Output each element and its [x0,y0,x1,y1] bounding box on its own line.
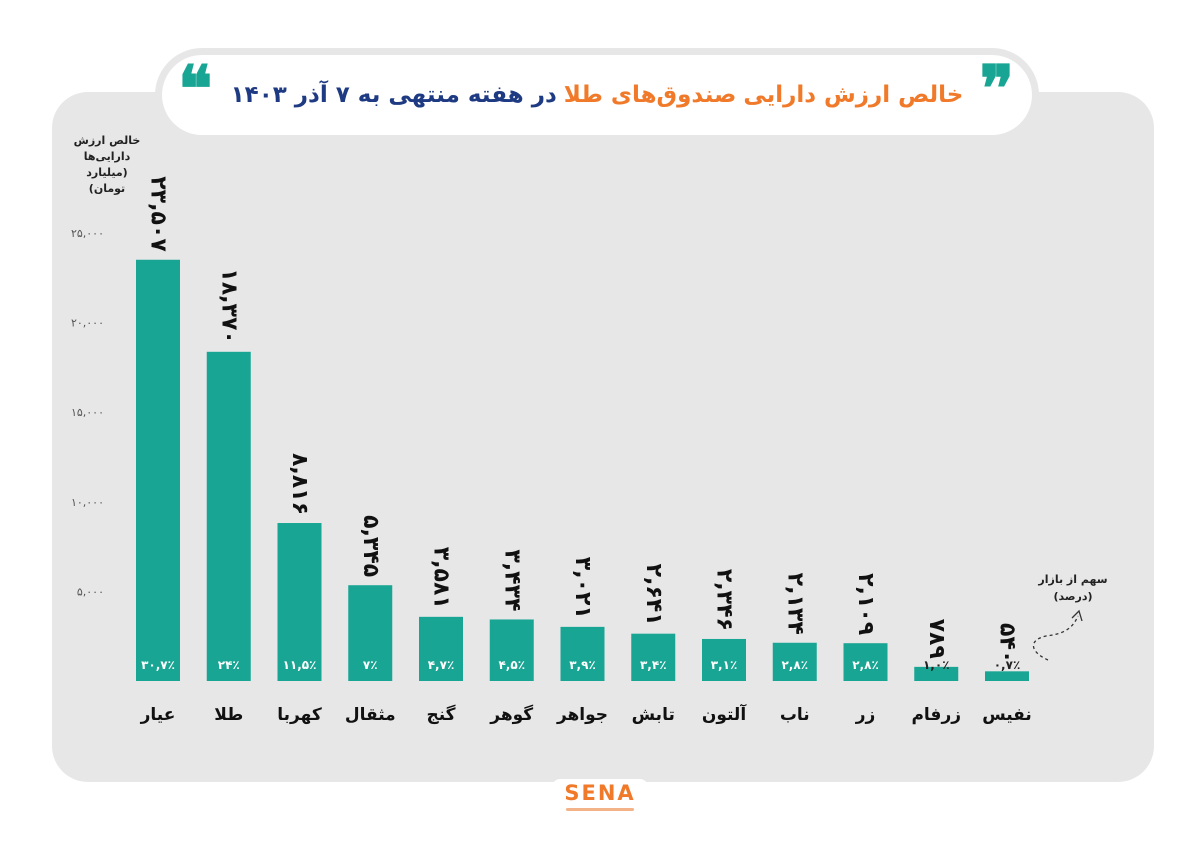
title-part-3: در هفته منتهی به ۷ آذر ۱۴۰۳ [230,82,557,108]
bar [631,633,676,681]
bar-value-label: ۲,۱۳۴ [782,573,807,635]
category-label: ناب [780,705,810,725]
y-tick-label: ۱۰,۰۰۰ [71,496,104,509]
bar-value-label: ۳,۵۸۱ [429,547,454,609]
share-note-arrow-head [1071,609,1083,622]
y-tick-label: ۲۰,۰۰۰ [71,317,104,330]
category-label: نفیس [982,705,1032,725]
bar [560,626,605,681]
bar-value-label: ۵,۳۴۵ [358,515,383,577]
logo-underline [566,808,634,811]
y-tick-label: ۵,۰۰۰ [77,585,104,598]
chart-title: خالص ارزش دارایی صندوق‌های طلا در هفته منت… [162,55,1032,135]
bar-share-label: ۴,۷٪ [428,658,455,672]
bar [843,643,888,681]
bar-share-label: ۴,۵٪ [498,658,525,672]
bar [914,666,959,681]
category-label: آلتون [702,703,747,725]
sena-logo: SENA [552,779,648,817]
category-label: گنج [426,704,455,725]
bar-share-label: ۷٪ [363,658,378,672]
bar-share-label: ۲,۸٪ [781,658,808,672]
bar [206,351,251,681]
y-axis-label-line-1: خالص ارزش [73,134,141,147]
bar-value-label: ۲,۱۰۹ [853,573,878,635]
quote-close-icon: ❝ [178,52,213,127]
bar [489,619,534,681]
title-part-2: صندوق‌های طلا [563,82,737,108]
category-label: زر [855,705,876,725]
bar-share-label: ۳۰,۷٪ [141,658,175,672]
y-tick-label: ۱۵,۰۰۰ [71,406,104,419]
category-label: عیار [140,705,176,725]
bar-value-label: ۷۸۹ [924,619,949,659]
bar-share-label: ۳,۱٪ [711,658,738,672]
bar [419,616,463,681]
bar-value-label: ۳,۰۲۱ [570,557,595,619]
category-label: گوهر [489,704,533,725]
logo-text: SENA [564,781,636,805]
bar-share-label: ۰,۷٪ [994,658,1021,672]
bar-value-label: ۱۸,۳۷۰ [216,268,241,344]
y-tick-label: ۲۵,۰۰۰ [71,227,104,240]
bar-share-label: ۳,۴٪ [640,658,667,672]
share-note-line-1: سهم از بازار [1038,573,1108,586]
bar-value-label: ۸,۸۱۶ [287,453,312,515]
category-label: تابش [632,705,675,725]
category-label: زرفام [911,705,961,725]
bar-share-label: ۲,۸٪ [852,658,879,672]
y-axis-label: خالص ارزش دارایی‌ها (میلیارد تومان) [68,133,146,197]
title-part-1: خالص ارزش دارایی [743,82,964,108]
market-share-note: سهم از بازار (درصد) [1038,571,1108,605]
bar [277,523,322,681]
bar-share-label: ۱۱,۵٪ [283,658,317,672]
bar-value-label: ۳,۴۳۴ [499,549,524,611]
bar-value-label: ۲۳,۵۰۷ [146,176,171,252]
quote-open-icon: ❞ [979,52,1014,127]
bar-share-label: ۱,۰٪ [923,658,950,672]
y-axis-label-line-3: (میلیارد تومان) [86,166,128,195]
category-label: جواهر [556,705,608,725]
category-label: مثقال [345,705,396,725]
bar [702,638,746,681]
share-note-line-2: (درصد) [1053,590,1093,603]
bar-value-label: ۵۴۰ [995,623,1020,663]
category-label: طلا [214,705,243,725]
category-label: کهربا [277,705,322,725]
bar-value-label: ۲,۶۴۱ [641,564,666,626]
y-axis-label-line-2: دارایی‌ها [83,150,131,163]
bar [985,671,1029,681]
bar-share-label: ۳,۹٪ [569,658,596,672]
bar [348,585,393,681]
bar [136,259,180,681]
bar-share-label: ۲۴٪ [218,658,240,672]
bar-value-label: ۲,۳۴۶ [712,569,737,631]
bar [772,642,817,681]
share-note-arrow [1032,615,1079,661]
